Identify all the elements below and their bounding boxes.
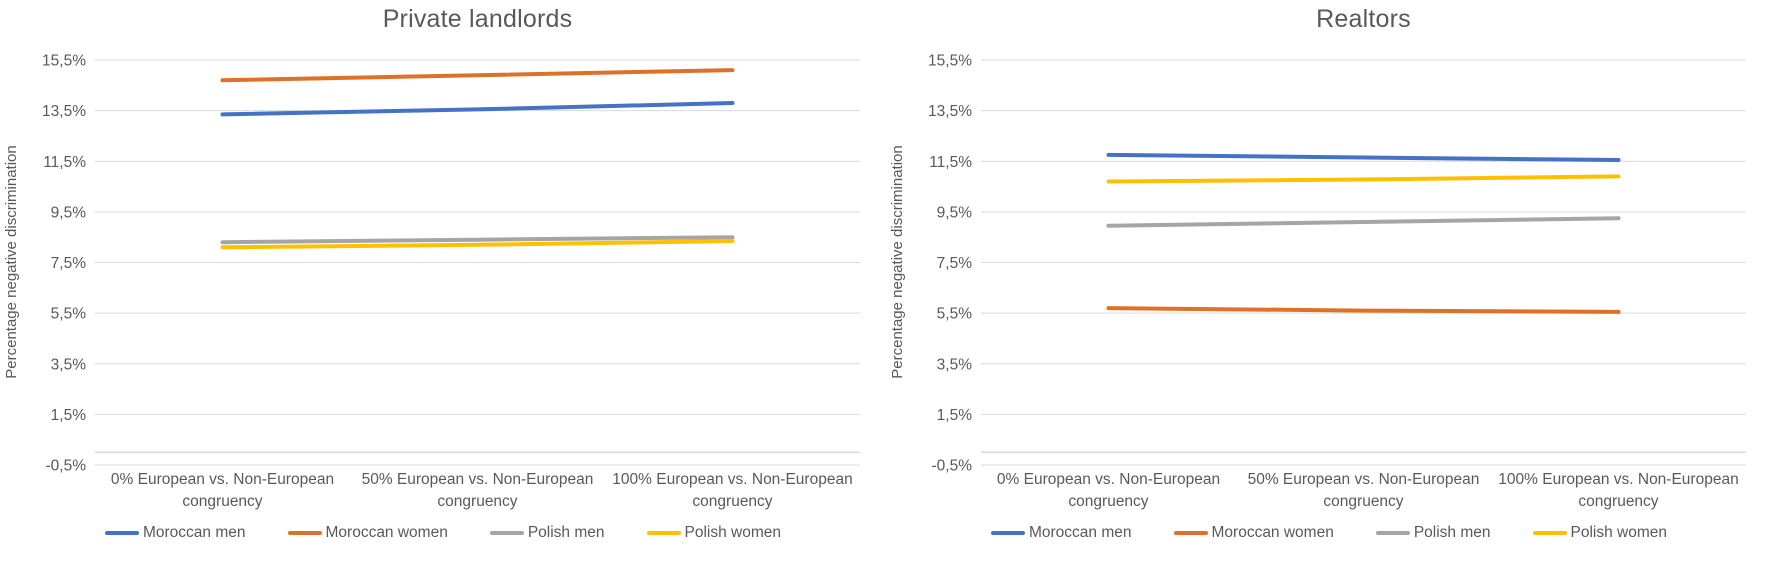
- legend-label: Moroccan women: [325, 524, 448, 541]
- legend-line-swatch: [646, 531, 681, 535]
- chart-panel-private-landlords: Private landlords 15,5% 13,5% 11,5% 9,5% 7,5…: [0, 0, 886, 556]
- legend-line-swatch: [287, 531, 322, 535]
- legend-item-polish-women: Polish women: [646, 524, 782, 542]
- y-tick-label: 9,5%: [937, 204, 973, 221]
- legend-line-swatch: [1532, 531, 1567, 535]
- legend-item-moroccan-men: Moroccan men: [104, 524, 246, 542]
- legend-label: Moroccan men: [1028, 524, 1132, 541]
- legend-item-polish-men: Polish men: [489, 524, 605, 542]
- y-tick-label: 11,5%: [929, 154, 972, 171]
- x-category-label: 100% European vs. Non-European congruenc…: [1498, 471, 1739, 510]
- series-line-polish-men: [220, 235, 735, 245]
- legend-label: Polish women: [1570, 524, 1668, 541]
- y-tick-label: 11,5%: [43, 154, 86, 171]
- legend-line-swatch: [489, 531, 524, 535]
- chart-canvas: 15,5% 13,5% 11,5% 9,5% 7,5% 5,5% 3,5% 1,5% -0,5%…: [3, 53, 860, 475]
- y-tick-label: 5,5%: [51, 306, 87, 323]
- series-line-moroccan-men: [1106, 152, 1621, 162]
- legend-item-polish-women: Polish women: [1532, 524, 1668, 542]
- legend-line-swatch: [990, 531, 1025, 535]
- legend-label: Moroccan women: [1211, 524, 1334, 541]
- y-tick-label: 13,5%: [42, 103, 86, 120]
- x-category-label: 100% European vs. Non-European congruenc…: [612, 471, 853, 510]
- x-category-label: 50% European vs. Non-European congruency: [361, 471, 594, 510]
- y-tick-label: -0,5%: [932, 458, 973, 475]
- y-tick-label: 1,5%: [937, 407, 973, 424]
- series-line-polish-men: [1106, 216, 1621, 228]
- y-tick-label: 15,5%: [42, 53, 86, 70]
- legend-item-polish-men: Polish men: [1375, 524, 1491, 542]
- y-tick-label: 3,5%: [51, 356, 87, 373]
- legend-line-swatch: [1375, 531, 1410, 535]
- x-category-label: 0% European vs. Non-European congruency: [996, 471, 1221, 510]
- legend-line-swatch: [104, 531, 139, 535]
- plot-area: 15,5% 13,5% 11,5% 9,5% 7,5% 5,5% 3,5% 1,5% -0,5%…: [3, 53, 860, 475]
- chart-panel-realtors: Realtors 15,5% 13,5% 11,5% 9,5% 7,5% 5,5% 3,5%…: [886, 0, 1772, 556]
- legend-item-moroccan-men: Moroccan men: [990, 524, 1132, 542]
- y-tick-label: 7,5%: [51, 255, 87, 272]
- y-axis-title: Percentage negative discrimination: [3, 145, 20, 378]
- series-line-polish-women: [220, 239, 735, 250]
- y-axis-title: Percentage negative discrimination: [889, 145, 906, 378]
- chart-canvas: 15,5% 13,5% 11,5% 9,5% 7,5% 5,5% 3,5% 1,5% -0,5%…: [886, 0, 1772, 561]
- series-line-polish-women: [1106, 174, 1621, 184]
- legend-label: Polish men: [527, 524, 605, 541]
- x-category-label: 0% European vs. Non-European congruency: [110, 471, 335, 510]
- chart-title: Private landlords: [382, 5, 573, 33]
- y-tick-label: 3,5%: [937, 356, 973, 373]
- y-tick-label: 15,5%: [928, 53, 972, 70]
- legend-line-swatch: [1173, 531, 1208, 535]
- legend-label: Moroccan men: [142, 524, 246, 541]
- y-tick-label: 1,5%: [51, 407, 87, 424]
- legend-label: Polish men: [1413, 524, 1491, 541]
- legend: Moroccan men Moroccan women Polish men Poli…: [0, 524, 886, 542]
- y-tick-label: 5,5%: [937, 306, 973, 323]
- series-line-moroccan-women: [220, 68, 735, 83]
- chart-title: Realtors: [1316, 5, 1411, 33]
- x-category-label: 50% European vs. Non-European congruency: [1247, 471, 1480, 510]
- plot-area: 15,5% 13,5% 11,5% 9,5% 7,5% 5,5% 3,5% 1,5% -0,5%…: [889, 53, 1746, 475]
- series-line-moroccan-women: [1106, 306, 1621, 314]
- y-tick-label: 13,5%: [928, 103, 972, 120]
- legend-item-moroccan-women: Moroccan women: [287, 524, 448, 542]
- legend-label: Polish women: [684, 524, 782, 541]
- y-tick-label: 9,5%: [51, 204, 87, 221]
- series-line-moroccan-men: [220, 101, 735, 117]
- y-tick-label: 7,5%: [937, 255, 973, 272]
- legend: Moroccan men Moroccan women Polish men Poli…: [886, 524, 1772, 542]
- y-tick-label: -0,5%: [46, 458, 87, 475]
- legend-item-moroccan-women: Moroccan women: [1173, 524, 1334, 542]
